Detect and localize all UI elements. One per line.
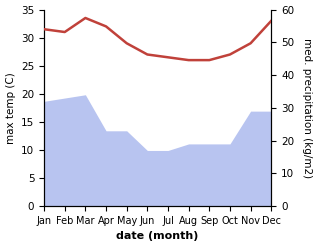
Y-axis label: max temp (C): max temp (C)	[5, 72, 16, 144]
X-axis label: date (month): date (month)	[116, 231, 199, 242]
Y-axis label: med. precipitation (kg/m2): med. precipitation (kg/m2)	[302, 38, 313, 178]
